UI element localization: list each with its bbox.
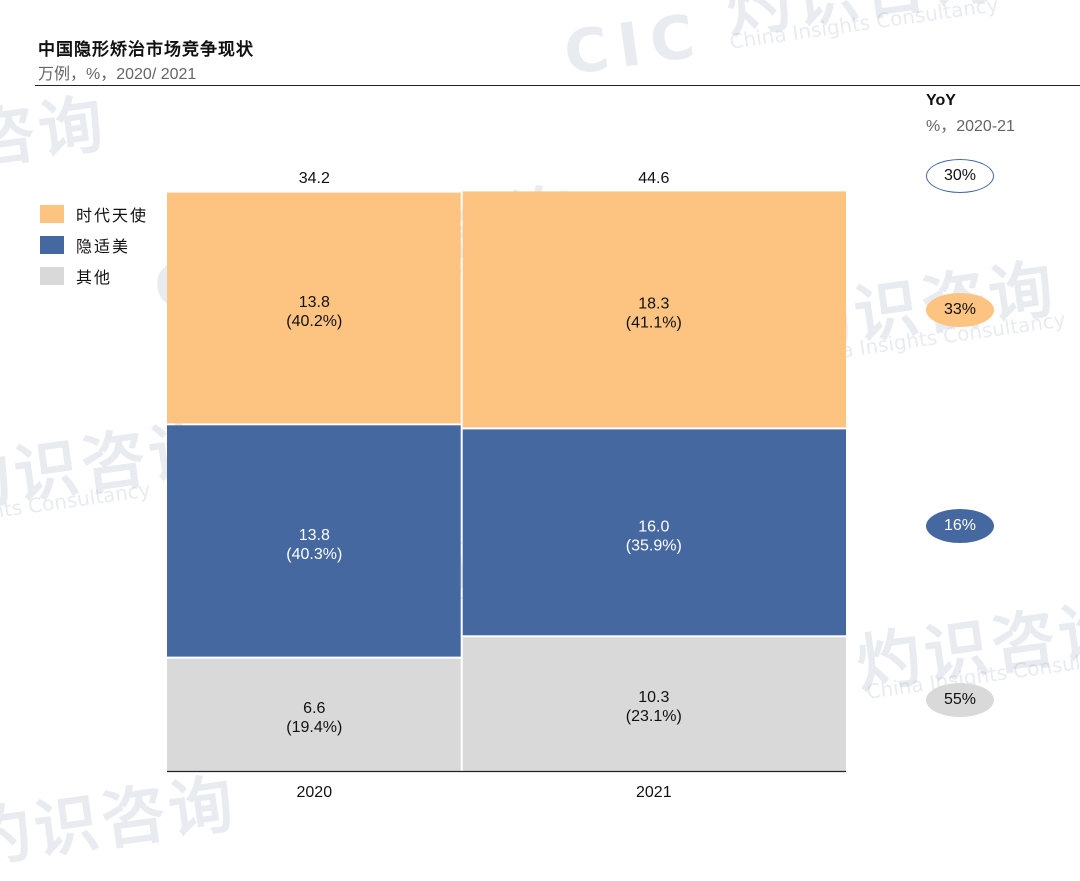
legend-item: 隐适美 [40,229,148,260]
segment-2021-2 [462,191,846,428]
legend-swatch [40,235,64,254]
segment-share-label: (40.3%) [286,546,342,563]
header-divider [35,85,1080,86]
segment-value-label: 18.3 [638,295,669,312]
page-title: 中国隐形矫治市场竞争现状 [38,40,254,60]
segment-value-label: 13.8 [299,527,330,544]
legend-label: 隐适美 [76,236,131,256]
legend-item: 时代天使 [40,198,148,229]
marimekko-chart: 6.6 (19.4%) 13.8 (40.3%) 13.8 (40.2%) 34.2 2020… [167,170,846,801]
yoy-badge-yinshimei: 16% [926,509,994,543]
segment-share-label: (35.9%) [626,537,682,554]
segment-2021-0 [462,637,846,771]
legend-swatch [40,266,64,285]
legend-item: 其他 [40,260,148,291]
segment-2021-1 [462,429,846,636]
yoy-badge-total: 30% [926,159,994,193]
segment-share-label: (23.1%) [626,708,682,725]
segment-share-label: (19.4%) [286,719,342,736]
chart-legend: 时代天使 隐适美 其他 [40,198,148,291]
segment-share-label: (40.2%) [286,313,342,330]
segment-2020-1 [167,425,461,657]
yoy-badge-shidai: 33% [926,293,994,327]
segment-value-label: 10.3 [638,689,669,706]
yoy-subtitle: %，2020-21 [926,118,1015,135]
total-label: 44.6 [638,170,669,187]
segment-share-label: (41.1%) [626,314,682,331]
segment-value-label: 16.0 [638,518,669,535]
segment-2020-0 [167,658,461,771]
legend-label: 时代天使 [76,205,149,225]
x-tick-label: 2021 [636,784,672,801]
x-tick-label: 2020 [297,784,333,801]
legend-label: 其他 [76,267,113,287]
segment-value-label: 13.8 [299,294,330,311]
total-label: 34.2 [299,170,330,187]
segment-2020-2 [167,192,461,424]
segment-value-label: 6.6 [303,700,325,717]
page-subtitle: 万例，%，2020/ 2021 [38,66,197,83]
yoy-title: YoY [926,92,956,109]
legend-swatch [40,204,64,223]
yoy-badge-other: 55% [926,683,994,717]
